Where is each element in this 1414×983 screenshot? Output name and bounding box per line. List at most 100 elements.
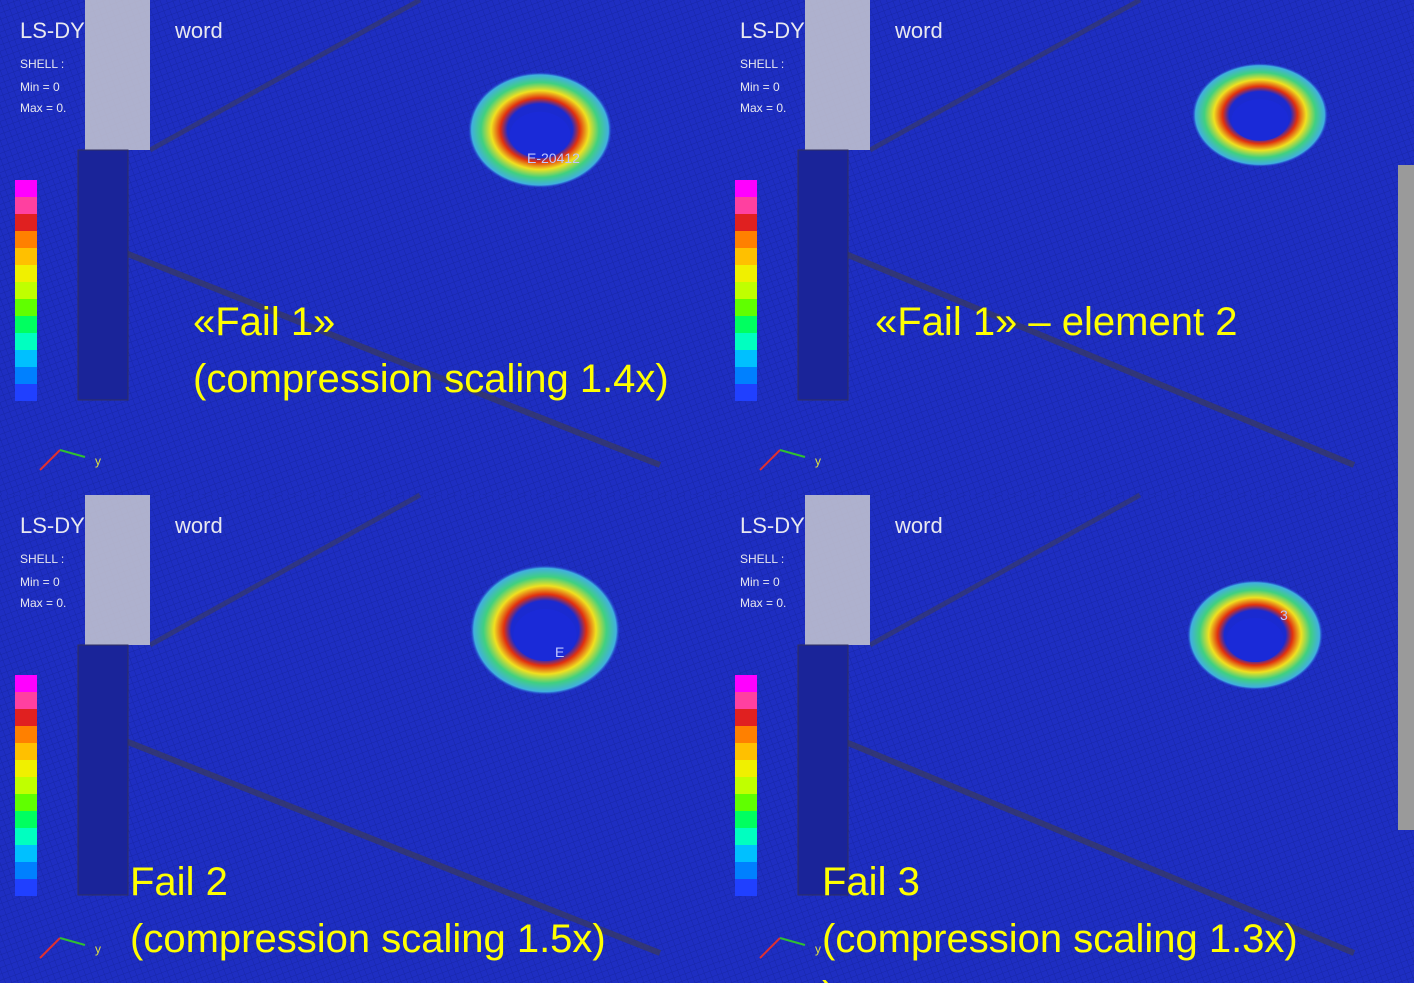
color-bar-segment	[15, 743, 37, 760]
color-bar-segment	[735, 299, 757, 316]
color-bar-segment	[735, 811, 757, 828]
result-label: SHELL :	[20, 57, 64, 71]
header-title: LS-DY	[740, 18, 805, 43]
color-bar-segment	[15, 299, 37, 316]
failed-region	[1226, 618, 1283, 662]
min-label: Min = 0	[740, 575, 780, 589]
color-bar-segment	[735, 180, 757, 197]
support-post	[78, 150, 128, 400]
color-bar-segment	[15, 333, 37, 350]
max-label: Max = 0.	[740, 596, 786, 610]
caption-line: (compression scaling 1.3x)	[822, 917, 1298, 961]
color-bar-segment	[735, 675, 757, 692]
color-bar-segment	[735, 760, 757, 777]
color-bar-segment	[15, 197, 37, 214]
caption-line: Fail 3	[822, 860, 920, 904]
color-bar-segment	[15, 845, 37, 862]
min-label: Min = 0	[20, 80, 60, 94]
color-bar-segment	[15, 760, 37, 777]
color-bar-segment	[735, 316, 757, 333]
panels: LS-DYwordSHELL :Min = 0Max = 0.E-20412yL…	[0, 0, 1414, 983]
color-bar-segment	[735, 828, 757, 845]
color-bar-segment	[15, 709, 37, 726]
header-title: LS-DY	[20, 18, 85, 43]
color-bar-segment	[15, 692, 37, 709]
color-bar-segment	[735, 367, 757, 384]
caption-line: Fail 2	[130, 860, 228, 904]
caption-line: «Fail 1»	[193, 300, 335, 344]
color-bar-segment	[15, 265, 37, 282]
color-bar-segment	[735, 879, 757, 896]
color-bar-segment	[735, 265, 757, 282]
element-label: E-20412	[527, 150, 580, 166]
support-column	[805, 495, 870, 645]
result-label: SHELL :	[740, 57, 784, 71]
color-bar-segment	[15, 367, 37, 384]
color-bar-segment	[735, 862, 757, 879]
simulation-view: LS-DY word SHELL : Min = 0 Max = 0. y	[720, 0, 1414, 495]
color-bar-segment	[735, 743, 757, 760]
element-label: 3	[1280, 607, 1288, 623]
color-bar-segment	[735, 282, 757, 299]
max-label: Max = 0.	[20, 596, 66, 610]
axis-label: y	[95, 454, 101, 468]
caption-line: (compression scaling 1.5x)	[130, 917, 606, 961]
color-bar-segment	[735, 231, 757, 248]
color-bar-segment	[735, 709, 757, 726]
axis-label: y	[95, 942, 101, 956]
header-title: LS-DY	[20, 513, 85, 538]
color-bar-segment	[735, 197, 757, 214]
color-bar-segment	[735, 794, 757, 811]
color-bar-segment	[15, 862, 37, 879]
result-label: SHELL :	[20, 552, 64, 566]
failed-region	[1231, 99, 1288, 141]
support-column	[85, 0, 150, 150]
side-strip	[1398, 165, 1414, 830]
axis-label: y	[815, 942, 821, 956]
header-title-tail: word	[894, 18, 943, 43]
color-bar-segment	[735, 384, 757, 401]
axis-label: y	[815, 454, 821, 468]
support-post	[78, 645, 128, 895]
color-bar-segment	[15, 879, 37, 896]
support-column	[805, 0, 870, 150]
color-bar-segment	[735, 845, 757, 862]
color-bar-segment	[735, 777, 757, 794]
color-bar-segment	[735, 350, 757, 367]
element-label: E	[555, 644, 564, 660]
color-bar-segment	[15, 282, 37, 299]
caption-line: (compression scaling 1.4x)	[193, 357, 669, 401]
color-bar-segment	[735, 214, 757, 231]
color-bar-segment	[15, 180, 37, 197]
color-bar-segment	[735, 726, 757, 743]
color-bar-segment	[15, 811, 37, 828]
color-bar-segment	[735, 333, 757, 350]
color-bar-segment	[15, 248, 37, 265]
caption-line: «Fail 1» – element 2	[875, 300, 1237, 344]
color-bar-segment	[15, 316, 37, 333]
slide: LS-DYwordSHELL :Min = 0Max = 0.E-20412yL…	[0, 0, 1414, 983]
min-label: Min = 0	[740, 80, 780, 94]
color-bar-segment	[15, 675, 37, 692]
color-bar-segment	[15, 384, 37, 401]
color-bar-segment	[15, 214, 37, 231]
color-bar-segment	[15, 777, 37, 794]
support-post	[798, 150, 848, 400]
color-bar-segment	[15, 350, 37, 367]
color-bar-segment	[15, 828, 37, 845]
color-bar-segment	[15, 726, 37, 743]
min-label: Min = 0	[20, 575, 60, 589]
color-bar-segment	[15, 794, 37, 811]
color-bar-segment	[735, 248, 757, 265]
simulation-view: LS-DY word SHELL : Min = 0 Max = 0. Ey	[0, 495, 720, 983]
header-title-tail: word	[174, 513, 223, 538]
header-title: LS-DY	[740, 513, 805, 538]
failed-region	[514, 609, 577, 661]
caption-line: )	[822, 974, 835, 983]
max-label: Max = 0.	[740, 101, 786, 115]
support-column	[85, 495, 150, 645]
result-label: SHELL :	[740, 552, 784, 566]
support-post	[798, 645, 848, 895]
